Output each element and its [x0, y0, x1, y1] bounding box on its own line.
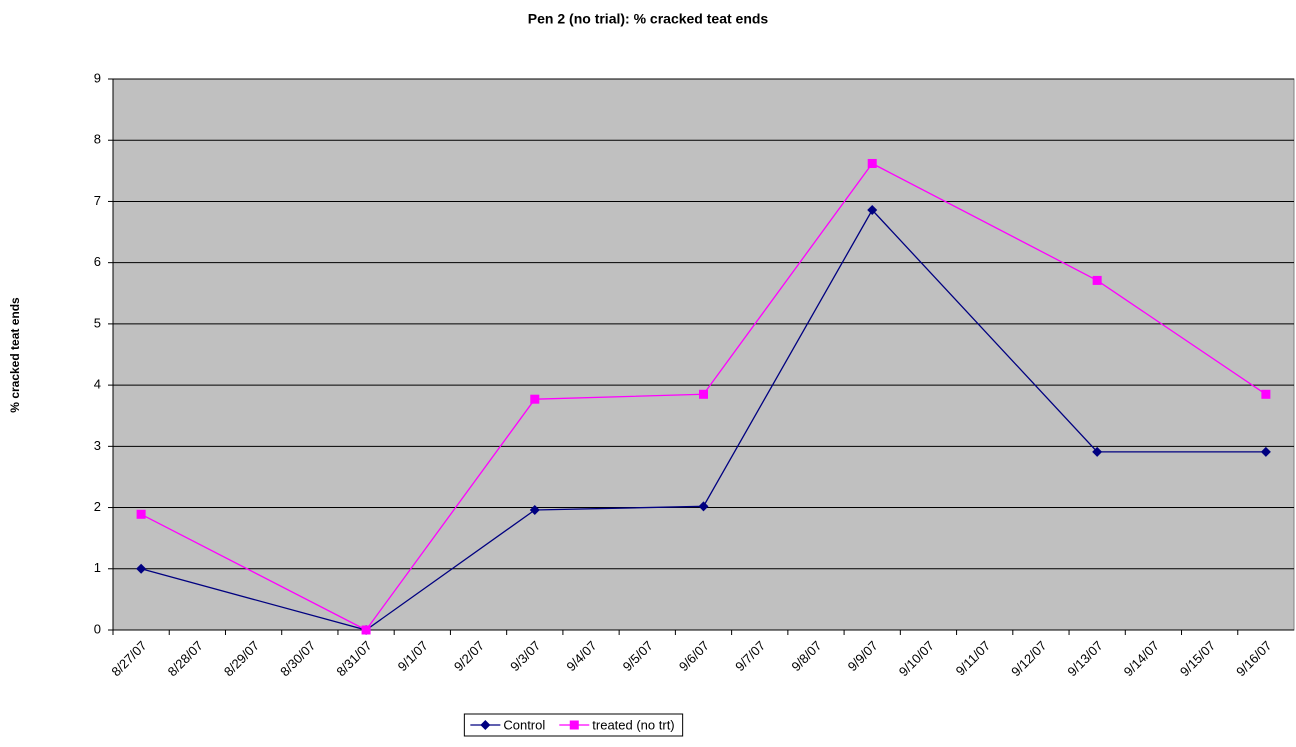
- y-axis-label: % cracked teat ends: [8, 297, 22, 413]
- y-tick-label: 1: [94, 560, 101, 575]
- x-tick-label: 8/31/07: [333, 638, 374, 679]
- x-tick-label: 9/5/07: [620, 638, 656, 674]
- marker: [480, 720, 491, 730]
- y-tick-label: 3: [94, 438, 101, 453]
- legend-label: treated (no trt): [592, 717, 674, 732]
- x-tick-label: 8/30/07: [277, 638, 318, 679]
- legend-label: Control: [503, 717, 545, 732]
- x-tick-label: 9/6/07: [676, 638, 712, 674]
- marker: [529, 505, 540, 516]
- marker: [1261, 389, 1271, 399]
- x-tick-label: 9/3/07: [507, 638, 543, 674]
- x-tick-label: 9/10/07: [896, 638, 937, 679]
- marker: [699, 389, 708, 399]
- y-tick-label: 5: [94, 315, 101, 330]
- y-tick-label: 4: [94, 377, 101, 392]
- marker: [698, 501, 709, 512]
- x-tick-label: 9/11/07: [953, 638, 994, 679]
- y-tick-label: 9: [94, 70, 101, 85]
- x-tick-label: 9/14/07: [1121, 638, 1162, 679]
- x-tick-label: 9/7/07: [732, 638, 768, 674]
- x-tick-label: 9/1/07: [395, 638, 431, 674]
- marker: [867, 205, 878, 216]
- y-tick-label: 8: [94, 132, 101, 147]
- legend: Control treated (no trt): [463, 713, 684, 737]
- x-tick-label: 9/15/07: [1177, 638, 1218, 679]
- x-tick-label: 9/4/07: [563, 638, 599, 674]
- x-tick-label: 8/29/07: [221, 638, 262, 679]
- x-tick-label: 9/9/07: [845, 638, 881, 674]
- marker: [867, 158, 877, 168]
- marker: [1092, 446, 1103, 457]
- x-tick-label: 9/12/07: [1008, 638, 1049, 679]
- marker: [136, 509, 146, 519]
- x-tick-label: 9/8/07: [788, 638, 824, 674]
- marker: [569, 720, 579, 730]
- x-tick-label: 8/28/07: [165, 638, 206, 679]
- chart-title: Pen 2 (no trial): % cracked teat ends: [528, 11, 769, 27]
- marker: [1260, 446, 1271, 457]
- y-tick-label: 0: [94, 621, 101, 636]
- marker: [1092, 275, 1102, 285]
- y-tick-label: 2: [94, 499, 101, 514]
- y-tick-label: 6: [94, 254, 101, 269]
- marker: [530, 394, 540, 404]
- x-tick-label: 9/16/07: [1233, 638, 1274, 679]
- marker: [136, 563, 147, 574]
- x-tick-label: 9/13/07: [1064, 638, 1105, 679]
- marker: [361, 625, 371, 635]
- plot-area: [112, 78, 1295, 631]
- x-tick-label: 9/2/07: [451, 638, 487, 674]
- y-tick-label: 7: [94, 193, 101, 208]
- x-tick-label: 8/27/07: [108, 638, 149, 679]
